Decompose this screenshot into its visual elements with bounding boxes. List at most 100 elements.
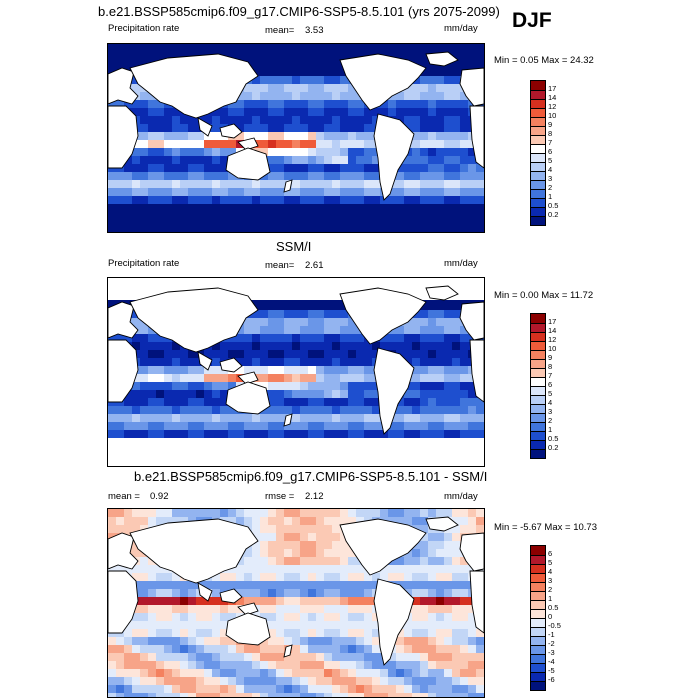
field-cell [460,140,468,148]
field-cell [180,414,188,422]
field-cell [340,156,348,164]
field-cell [132,172,140,180]
field-cell [308,44,316,52]
field-cell [444,204,452,212]
field-cell [172,228,180,232]
field-cell [236,358,244,366]
field-cell [220,204,228,212]
field-cell [348,164,356,172]
field-cell [308,573,316,581]
field-cell [124,398,132,406]
field-cell [420,589,428,597]
field-cell [140,228,148,232]
field-cell [244,212,252,220]
colorbar-tick-label: 0.5 [548,201,559,210]
field-cell [428,350,436,358]
field-cell [284,693,292,697]
field-cell [468,148,476,156]
field-cell [172,509,180,517]
field-cell [276,637,284,645]
field-cell [460,100,468,108]
field-cell [276,124,284,132]
field-cell [236,92,244,100]
field-cell [156,374,164,382]
field-cell [308,124,316,132]
continent-outline [108,67,139,105]
field-cell [436,334,444,342]
field-cell [156,212,164,220]
field-cell [260,228,268,232]
field-cell [284,310,292,318]
field-cell [276,390,284,398]
field-cell [444,597,452,605]
field-cell [268,685,276,693]
field-cell [460,557,468,565]
field-cell [268,172,276,180]
field-cell [268,565,276,573]
panel-2-map [107,277,485,467]
field-cell [340,100,348,108]
field-cell [420,509,428,517]
field-cell [412,44,420,52]
field-cell [252,366,260,374]
field-cell [444,677,452,685]
field-cell [308,76,316,84]
field-cell [188,140,196,148]
field-cell [172,406,180,414]
field-cell [260,326,268,334]
field-cell [268,334,276,342]
field-cell [268,326,276,334]
field-cell [372,581,380,589]
field-cell [276,212,284,220]
field-cell [332,398,340,406]
field-cell [308,693,316,697]
field-cell [292,156,300,164]
field-cell [284,565,292,573]
field-cell [212,180,220,188]
field-cell [196,188,204,196]
field-cell [212,637,220,645]
field-cell [404,669,412,677]
field-cell [372,422,380,430]
field-cell [132,685,140,693]
field-cell [460,597,468,605]
field-cell [140,212,148,220]
field-cell [236,677,244,685]
field-cell [460,525,468,533]
field-cell [276,156,284,164]
field-cell [460,156,468,164]
field-cell [292,430,300,438]
field-cell [476,220,484,228]
field-cell [236,573,244,581]
field-cell [364,645,372,653]
field-cell [308,565,316,573]
field-cell [148,613,156,621]
field-cell [300,212,308,220]
field-cell [244,430,252,438]
field-cell [316,212,324,220]
field-cell [268,132,276,140]
field-cell [212,374,220,382]
field-cell [132,573,140,581]
field-cell [436,430,444,438]
field-cell [132,677,140,685]
field-cell [252,358,260,366]
field-cell [148,637,156,645]
field-cell [372,212,380,220]
field-cell [356,358,364,366]
field-cell [292,148,300,156]
field-cell [388,108,396,116]
field-cell [460,653,468,661]
field-cell [268,228,276,232]
field-cell [396,422,404,430]
field-cell [324,509,332,517]
field-cell [380,685,388,693]
field-cell [204,613,212,621]
field-cell [156,366,164,374]
field-cell [348,350,356,358]
field-cell [284,342,292,350]
field-cell [172,44,180,52]
field-cell [236,597,244,605]
field-cell [332,60,340,68]
field-cell [204,188,212,196]
